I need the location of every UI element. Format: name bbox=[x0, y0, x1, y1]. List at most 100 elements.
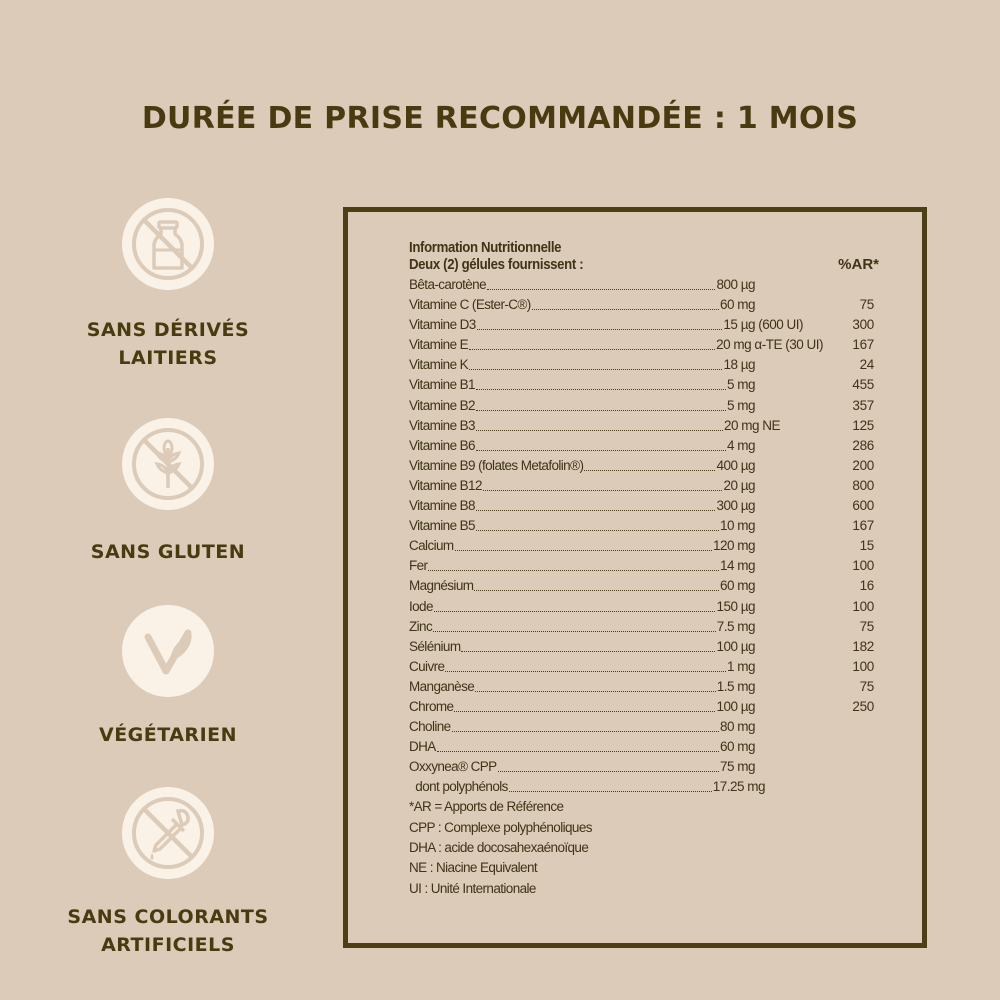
leader-dots bbox=[475, 375, 726, 391]
nutrient-amount: 1 mg bbox=[726, 658, 755, 674]
nutrient-name: Vitamine E bbox=[409, 337, 469, 353]
nutrient-row: Vitamine B1 5 mg 455 bbox=[409, 375, 879, 395]
nutrient-line: Manganèse 1.5 mg bbox=[409, 677, 755, 697]
nutrient-ar-percent: 200 bbox=[852, 457, 874, 473]
leader-dots bbox=[474, 576, 719, 592]
nutrient-ar-percent: 100 bbox=[852, 598, 874, 614]
nutrient-name: dont polyphénols bbox=[409, 779, 508, 795]
badge-label-line: ARTIFICIELS bbox=[101, 934, 235, 956]
badge-label-line: SANS GLUTEN bbox=[90, 541, 246, 563]
nutrient-line: DHA 60 mg bbox=[409, 737, 755, 757]
badge-label: SANS COLORANTS ARTIFICIELS bbox=[18, 903, 318, 959]
badge-label-line: LAITIERS bbox=[118, 347, 218, 369]
leader-dots bbox=[454, 697, 716, 712]
nutrient-row: Oxxynea® CPP 75 mg bbox=[409, 757, 879, 777]
nutrient-row: Magnésium 60 mg 16 bbox=[409, 576, 879, 596]
nutrient-amount: 20 µg bbox=[723, 477, 755, 493]
nutrient-ar-percent: 75 bbox=[859, 618, 875, 634]
nutrient-name: Vitamine B8 bbox=[409, 498, 476, 514]
leader-dots bbox=[433, 597, 716, 612]
nutrient-name: DHA bbox=[409, 739, 436, 755]
nutrient-ar-percent: 286 bbox=[852, 437, 874, 453]
nutrient-amount: 75 mg bbox=[719, 759, 755, 775]
leader-dots bbox=[475, 677, 716, 692]
nutrient-ar-percent: 167 bbox=[852, 337, 874, 353]
nutrient-name: Vitamine D3 bbox=[409, 317, 476, 333]
nutrient-amount: 400 µg bbox=[716, 457, 755, 473]
leader-dots bbox=[497, 757, 719, 773]
nutrient-name: Chrome bbox=[409, 698, 454, 714]
leader-dots bbox=[461, 637, 716, 652]
nutrient-line: Calcium 120 mg bbox=[409, 536, 755, 556]
nutrient-ar-percent: 125 bbox=[852, 417, 874, 433]
badge-label-line: VÉGÉTARIEN bbox=[98, 724, 238, 746]
leader-dots bbox=[482, 476, 723, 491]
nutrient-row: Manganèse 1.5 mg 75 bbox=[409, 677, 879, 697]
leader-dots bbox=[436, 737, 719, 753]
leader-dots bbox=[476, 315, 723, 331]
nutrient-line: Vitamine B3 20 mg NE bbox=[409, 416, 780, 436]
leader-dots bbox=[475, 496, 716, 512]
nutrient-line: Vitamine D3 15 µg (600 UI) bbox=[409, 315, 803, 335]
nutrient-name: Cuivre bbox=[409, 658, 445, 674]
nutrient-row: Vitamine B3 20 mg NE 125 bbox=[409, 416, 879, 436]
badge-label-line: SANS COLORANTS bbox=[67, 906, 269, 928]
nutrient-amount: 60 mg bbox=[719, 739, 755, 755]
footnote: UI : Unité Internationale bbox=[409, 880, 536, 896]
nutrient-line: dont polyphénols 17.25 mg bbox=[409, 777, 765, 797]
nutrient-line: Chrome 100 µg bbox=[409, 697, 755, 717]
nutrient-amount: 20 mg NE bbox=[723, 417, 780, 433]
nutrition-subtitle: Deux (2) gélules fournissent : bbox=[409, 256, 584, 273]
badge-label: SANS GLUTEN bbox=[18, 538, 318, 566]
badge-no-colorants: SANS COLORANTS ARTIFICIELS bbox=[18, 787, 318, 959]
nutrient-name: Iode bbox=[409, 598, 433, 614]
nutrient-line: Magnésium 60 mg bbox=[409, 576, 755, 596]
nutrient-row: Zinc 7.5 mg 75 bbox=[409, 617, 879, 637]
nutrient-row: Bêta-carotène 800 µg bbox=[409, 275, 879, 295]
leader-dots bbox=[445, 657, 726, 672]
leader-dots bbox=[428, 556, 719, 572]
leader-dots bbox=[475, 436, 726, 451]
nutrition-table: Information Nutritionnelle Deux (2) gélu… bbox=[409, 239, 879, 899]
nutrition-footnotes: *AR = Apports de Référence CPP : Complexe… bbox=[409, 797, 879, 898]
nutrition-subtitle-row: Deux (2) gélules fournissent : %AR* bbox=[409, 256, 879, 275]
badge-vegetarian: VÉGÉTARIEN bbox=[18, 605, 318, 749]
nutrient-row: Fer 14 mg 100 bbox=[409, 556, 879, 576]
footnote: DHA : acide docosahexaénoïque bbox=[409, 840, 589, 856]
nutrient-row: Vitamine B9 (folates Metafolin®) 400 µg 20… bbox=[409, 456, 879, 476]
nutrient-name: Fer bbox=[409, 558, 428, 574]
nutrient-row: Choline 80 mg bbox=[409, 717, 879, 737]
nutrient-line: Cuivre 1 mg bbox=[409, 657, 755, 677]
nutrient-amount: 15 µg (600 UI) bbox=[723, 317, 803, 333]
nutrient-row: Vitamine B2 5 mg 357 bbox=[409, 396, 879, 416]
nutrient-amount: 100 µg bbox=[716, 698, 755, 714]
nutrient-amount: 7.5 mg bbox=[716, 618, 755, 634]
leader-dots bbox=[508, 777, 712, 793]
badge-label: VÉGÉTARIEN bbox=[18, 721, 318, 749]
nutrition-title: Information Nutritionnelle bbox=[409, 239, 562, 256]
nutrient-amount: 18 µg bbox=[723, 357, 755, 373]
nutrient-line: Iode 150 µg bbox=[409, 597, 755, 617]
leader-dots bbox=[454, 536, 712, 552]
nutrient-line: Bêta-carotène 800 µg bbox=[409, 275, 755, 295]
nutrient-ar-percent: 800 bbox=[852, 477, 874, 493]
nutrient-line: Vitamine E 20 mg α-TE (30 UI) bbox=[409, 335, 823, 355]
nutrient-ar-percent: 167 bbox=[852, 518, 874, 534]
nutrient-ar-percent: 16 bbox=[859, 578, 875, 594]
nutrient-line: Vitamine B9 (folates Metafolin®) 400 µg bbox=[409, 456, 755, 476]
vegetarian-leaf-icon bbox=[122, 605, 214, 697]
badge-no-gluten: SANS GLUTEN bbox=[18, 418, 318, 566]
nutrient-row: Calcium 120 mg 15 bbox=[409, 536, 879, 556]
nutrient-name: Vitamine B1 bbox=[409, 377, 476, 393]
page-title: DURÉE DE PRISE RECOMMANDÉE : 1 MOIS bbox=[141, 101, 859, 136]
nutrient-row: Chrome 100 µg 250 bbox=[409, 697, 879, 717]
nutrient-amount: 14 mg bbox=[719, 558, 755, 574]
nutrient-amount: 300 µg bbox=[716, 498, 755, 514]
nutrient-line: Sélénium 100 µg bbox=[409, 637, 755, 657]
nutrient-amount: 800 µg bbox=[716, 277, 755, 292]
nutrient-ar-percent: 75 bbox=[859, 297, 875, 313]
nutrient-row: DHA 60 mg bbox=[409, 737, 879, 757]
no-dairy-bottle-icon bbox=[122, 198, 214, 290]
nutrient-name: Oxxynea® CPP bbox=[409, 759, 497, 775]
nutrient-row: Cuivre 1 mg 100 bbox=[409, 657, 879, 677]
